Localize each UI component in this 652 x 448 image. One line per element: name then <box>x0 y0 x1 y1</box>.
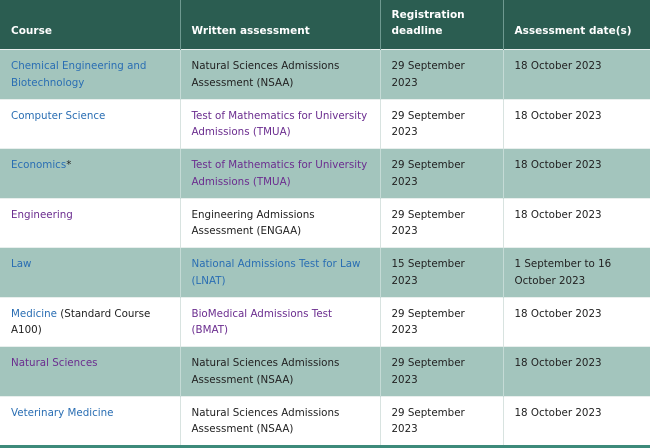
assessment-date-cell: 18 October 2023 <box>503 346 650 396</box>
assessment-link[interactable]: National Admissions Test for Law (LNAT) <box>191 258 361 287</box>
course-link[interactable]: Chemical Engineering and Biotechnology <box>11 60 147 89</box>
table-row: Medicine (Standard Course A100) BioMedica… <box>0 296 650 347</box>
deadline-cell: 29 September 2023 <box>380 148 504 198</box>
header-written-assessment: Written assessment <box>180 0 381 50</box>
course-cell: Engineering <box>0 197 181 248</box>
assessment-text: Natural Sciences Admissions Assessment (… <box>191 357 340 386</box>
table-row: Economics* Test of Mathematics for Univer… <box>0 148 650 198</box>
table-row: Law National Admissions Test for Law (LNA… <box>0 247 650 297</box>
course-cell: Medicine (Standard Course A100) <box>0 296 181 347</box>
assessment-cell: Engineering Admissions Assessment (ENGAA… <box>180 197 381 248</box>
course-cell: Law <box>0 247 181 297</box>
header-course: Course <box>0 0 181 50</box>
course-cell: Chemical Engineering and Biotechnology <box>0 49 181 99</box>
deadline-cell: 29 September 2023 <box>380 49 504 99</box>
course-link[interactable]: Medicine <box>11 307 57 320</box>
assessment-date-cell: 18 October 2023 <box>503 197 650 248</box>
course-note: (Standard Course A100) <box>11 307 151 337</box>
deadline-cell: 29 September 2023 <box>380 296 504 347</box>
course-link[interactable]: Natural Sciences <box>11 357 98 369</box>
assessment-cell: National Admissions Test for Law (LNAT) <box>180 247 381 297</box>
course-link[interactable]: Veterinary Medicine <box>11 406 114 419</box>
deadline-cell: 15 September 2023 <box>380 247 504 297</box>
assessment-cell: Natural Sciences Admissions Assessment (… <box>180 395 381 447</box>
table-row: Computer Science Test of Mathematics for … <box>0 98 650 149</box>
assessment-cell: Natural Sciences Admissions Assessment (… <box>180 346 381 396</box>
table-row: Natural Sciences Natural Sciences Admissi… <box>0 346 650 396</box>
assessment-cell: Test of Mathematics for University Admis… <box>180 148 381 198</box>
course-cell: Veterinary Medicine <box>0 395 181 447</box>
deadline-cell: 29 September 2023 <box>380 197 504 248</box>
assessment-cell: Test of Mathematics for University Admis… <box>180 98 381 149</box>
assessment-link[interactable]: Test of Mathematics for University Admis… <box>191 109 368 139</box>
course-link[interactable]: Law <box>11 258 32 270</box>
assessment-link[interactable]: Test of Mathematics for University Admis… <box>191 159 368 188</box>
deadline-cell: 29 September 2023 <box>380 395 504 447</box>
assessment-cell: BioMedical Admissions Test (BMAT) <box>180 296 381 347</box>
header-registration-deadline: Registration deadline <box>380 0 504 50</box>
table-row: Veterinary Medicine Natural Sciences Admi… <box>0 395 650 447</box>
assessment-date-cell: 18 October 2023 <box>503 49 650 99</box>
assessment-text: Natural Sciences Admissions Assessment (… <box>191 406 340 436</box>
header-row: Course Written assessment Registration d… <box>0 0 650 50</box>
deadline-cell: 29 September 2023 <box>380 346 504 396</box>
course-cell: Computer Science <box>0 98 181 149</box>
course-note: * <box>66 159 72 171</box>
table-row: Engineering Engineering Admissions Assess… <box>0 197 650 248</box>
deadline-cell: 29 September 2023 <box>380 98 504 149</box>
header-assessment-dates: Assessment date(s) <box>503 0 650 50</box>
course-link[interactable]: Economics <box>11 159 67 171</box>
assessment-text: Natural Sciences Admissions Assessment (… <box>191 60 340 89</box>
course-cell: Economics* <box>0 148 181 198</box>
course-link[interactable]: Engineering <box>11 208 73 221</box>
assessment-date-cell: 18 October 2023 <box>503 98 650 149</box>
assessment-cell: Natural Sciences Admissions Assessment (… <box>180 49 381 99</box>
assessment-link[interactable]: BioMedical Admissions Test (BMAT) <box>191 307 333 337</box>
course-link[interactable]: Computer Science <box>11 109 106 122</box>
assessment-date-cell: 18 October 2023 <box>503 296 650 347</box>
table-row: Chemical Engineering and Biotechnology Na… <box>0 49 650 99</box>
assessment-text: Engineering Admissions Assessment (ENGAA… <box>191 208 315 238</box>
assessment-date-cell: 1 September to 16 October 2023 <box>503 247 650 297</box>
assessment-date-cell: 18 October 2023 <box>503 395 650 447</box>
assessment-date-cell: 18 October 2023 <box>503 148 650 198</box>
course-cell: Natural Sciences <box>0 346 181 396</box>
